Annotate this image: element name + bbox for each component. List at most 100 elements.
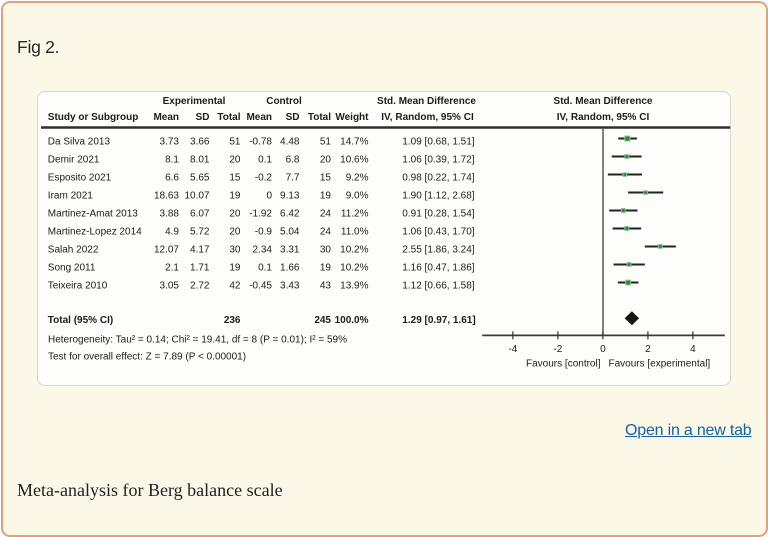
svg-text:10.07: 10.07	[184, 190, 209, 201]
svg-text:2.72: 2.72	[190, 280, 210, 291]
svg-text:Da Silva 2013: Da Silva 2013	[48, 136, 111, 147]
svg-text:-0.2: -0.2	[255, 172, 273, 183]
svg-text:14.7%: 14.7%	[340, 136, 368, 147]
svg-text:0: 0	[266, 190, 272, 201]
svg-text:1.71: 1.71	[190, 262, 210, 273]
svg-text:Test for overall effect: Z = 7: Test for overall effect: Z = 7.89 (P < 0…	[48, 352, 246, 363]
svg-text:SD: SD	[196, 112, 210, 123]
svg-text:19: 19	[320, 190, 332, 201]
svg-text:Study or Subgroup: Study or Subgroup	[48, 112, 139, 123]
svg-text:3.05: 3.05	[160, 280, 180, 291]
svg-text:Favours [experimental]: Favours [experimental]	[609, 359, 711, 370]
svg-text:4.48: 4.48	[280, 136, 300, 147]
svg-text:-1.92: -1.92	[249, 208, 272, 219]
svg-text:2.1: 2.1	[165, 262, 179, 273]
svg-text:-4: -4	[508, 344, 517, 355]
svg-text:30: 30	[229, 244, 241, 255]
svg-text:Total: Total	[217, 112, 240, 123]
svg-text:9.2%: 9.2%	[346, 172, 369, 183]
svg-text:42: 42	[229, 280, 241, 291]
svg-text:2: 2	[645, 344, 651, 355]
svg-text:11.2%: 11.2%	[341, 208, 369, 219]
svg-text:9.0%: 9.0%	[346, 190, 369, 201]
svg-text:4.9: 4.9	[165, 226, 179, 237]
svg-text:Salah 2022: Salah 2022	[48, 244, 99, 255]
svg-text:20: 20	[229, 208, 241, 219]
svg-text:19: 19	[320, 262, 332, 273]
svg-text:Total (95% CI): Total (95% CI)	[48, 315, 113, 326]
svg-text:1.90 [1.12, 2.68]: 1.90 [1.12, 2.68]	[402, 190, 475, 201]
svg-text:5.65: 5.65	[190, 172, 210, 183]
svg-text:1.09 [0.68, 1.51]: 1.09 [0.68, 1.51]	[402, 136, 475, 147]
svg-text:9.13: 9.13	[280, 190, 300, 201]
svg-text:24: 24	[320, 208, 332, 219]
svg-text:51: 51	[229, 136, 241, 147]
svg-text:24: 24	[320, 226, 332, 237]
svg-text:100.0%: 100.0%	[335, 315, 369, 326]
svg-text:10.2%: 10.2%	[340, 244, 368, 255]
svg-text:Esposito 2021: Esposito 2021	[48, 172, 112, 183]
svg-text:4.17: 4.17	[190, 244, 210, 255]
svg-text:20: 20	[229, 154, 241, 165]
svg-text:13.9%: 13.9%	[340, 280, 368, 291]
svg-text:2.34: 2.34	[253, 244, 273, 255]
svg-text:-0.45: -0.45	[249, 280, 272, 291]
svg-text:IV, Random, 95% CI: IV, Random, 95% CI	[557, 112, 650, 123]
svg-text:Mean: Mean	[153, 112, 179, 123]
svg-text:43: 43	[320, 280, 332, 291]
svg-text:6.8: 6.8	[286, 154, 300, 165]
svg-text:Song 2011: Song 2011	[48, 262, 96, 273]
svg-text:10.2%: 10.2%	[340, 262, 368, 273]
svg-text:5.04: 5.04	[280, 226, 300, 237]
svg-text:20: 20	[320, 154, 332, 165]
svg-text:6.6: 6.6	[165, 172, 179, 183]
svg-text:6.42: 6.42	[280, 208, 300, 219]
svg-text:12.07: 12.07	[154, 244, 179, 255]
svg-text:18.63: 18.63	[154, 190, 179, 201]
svg-text:Demir 2021: Demir 2021	[48, 154, 100, 165]
svg-text:Martinez-Amat 2013: Martinez-Amat 2013	[48, 208, 138, 219]
svg-text:0.98 [0.22, 1.74]: 0.98 [0.22, 1.74]	[402, 172, 475, 183]
svg-text:Martinez-Lopez 2014: Martinez-Lopez 2014	[48, 226, 142, 237]
svg-text:51: 51	[320, 136, 332, 147]
svg-text:1.06 [0.39, 1.72]: 1.06 [0.39, 1.72]	[402, 154, 475, 165]
svg-text:30: 30	[320, 244, 332, 255]
svg-text:Teixeira 2010: Teixeira 2010	[48, 280, 108, 291]
svg-text:0.91 [0.28, 1.54]: 0.91 [0.28, 1.54]	[402, 208, 475, 219]
svg-text:20: 20	[229, 226, 241, 237]
svg-text:Heterogeneity: Tau² = 0.14; Ch: Heterogeneity: Tau² = 0.14; Chi² = 19.41…	[48, 335, 347, 346]
svg-text:11.0%: 11.0%	[341, 226, 369, 237]
svg-text:19: 19	[229, 262, 241, 273]
svg-text:8.01: 8.01	[190, 154, 210, 165]
svg-text:-0.78: -0.78	[249, 136, 272, 147]
svg-text:0.1: 0.1	[258, 262, 272, 273]
svg-text:0: 0	[600, 344, 606, 355]
svg-text:-0.9: -0.9	[255, 226, 273, 237]
svg-text:1.29 [0.97, 1.61]: 1.29 [0.97, 1.61]	[402, 315, 475, 326]
svg-text:1.66: 1.66	[280, 262, 300, 273]
svg-text:3.88: 3.88	[160, 208, 180, 219]
svg-text:6.07: 6.07	[190, 208, 210, 219]
svg-text:IV, Random, 95% CI: IV, Random, 95% CI	[381, 112, 474, 123]
svg-text:3.31: 3.31	[280, 244, 300, 255]
svg-text:Control: Control	[266, 96, 302, 107]
svg-text:15: 15	[320, 172, 332, 183]
svg-text:5.72: 5.72	[190, 226, 210, 237]
svg-text:3.73: 3.73	[160, 136, 180, 147]
svg-text:Favours [control]: Favours [control]	[526, 359, 601, 370]
svg-text:Std. Mean Difference: Std. Mean Difference	[377, 96, 476, 107]
svg-text:245: 245	[314, 315, 331, 326]
svg-text:8.1: 8.1	[165, 154, 179, 165]
svg-text:19: 19	[229, 190, 241, 201]
svg-text:1.12 [0.66, 1.58]: 1.12 [0.66, 1.58]	[402, 280, 475, 291]
svg-text:236: 236	[224, 315, 241, 326]
svg-text:2.55 [1.86, 3.24]: 2.55 [1.86, 3.24]	[402, 244, 475, 255]
svg-text:Iram 2021: Iram 2021	[48, 190, 93, 201]
svg-text:Total: Total	[308, 112, 331, 123]
svg-text:-2: -2	[553, 344, 562, 355]
svg-text:Mean: Mean	[246, 112, 272, 123]
svg-text:1.06 [0.43, 1.70]: 1.06 [0.43, 1.70]	[402, 226, 475, 237]
svg-text:15: 15	[229, 172, 241, 183]
svg-text:3.43: 3.43	[280, 280, 300, 291]
svg-text:3.66: 3.66	[190, 136, 210, 147]
